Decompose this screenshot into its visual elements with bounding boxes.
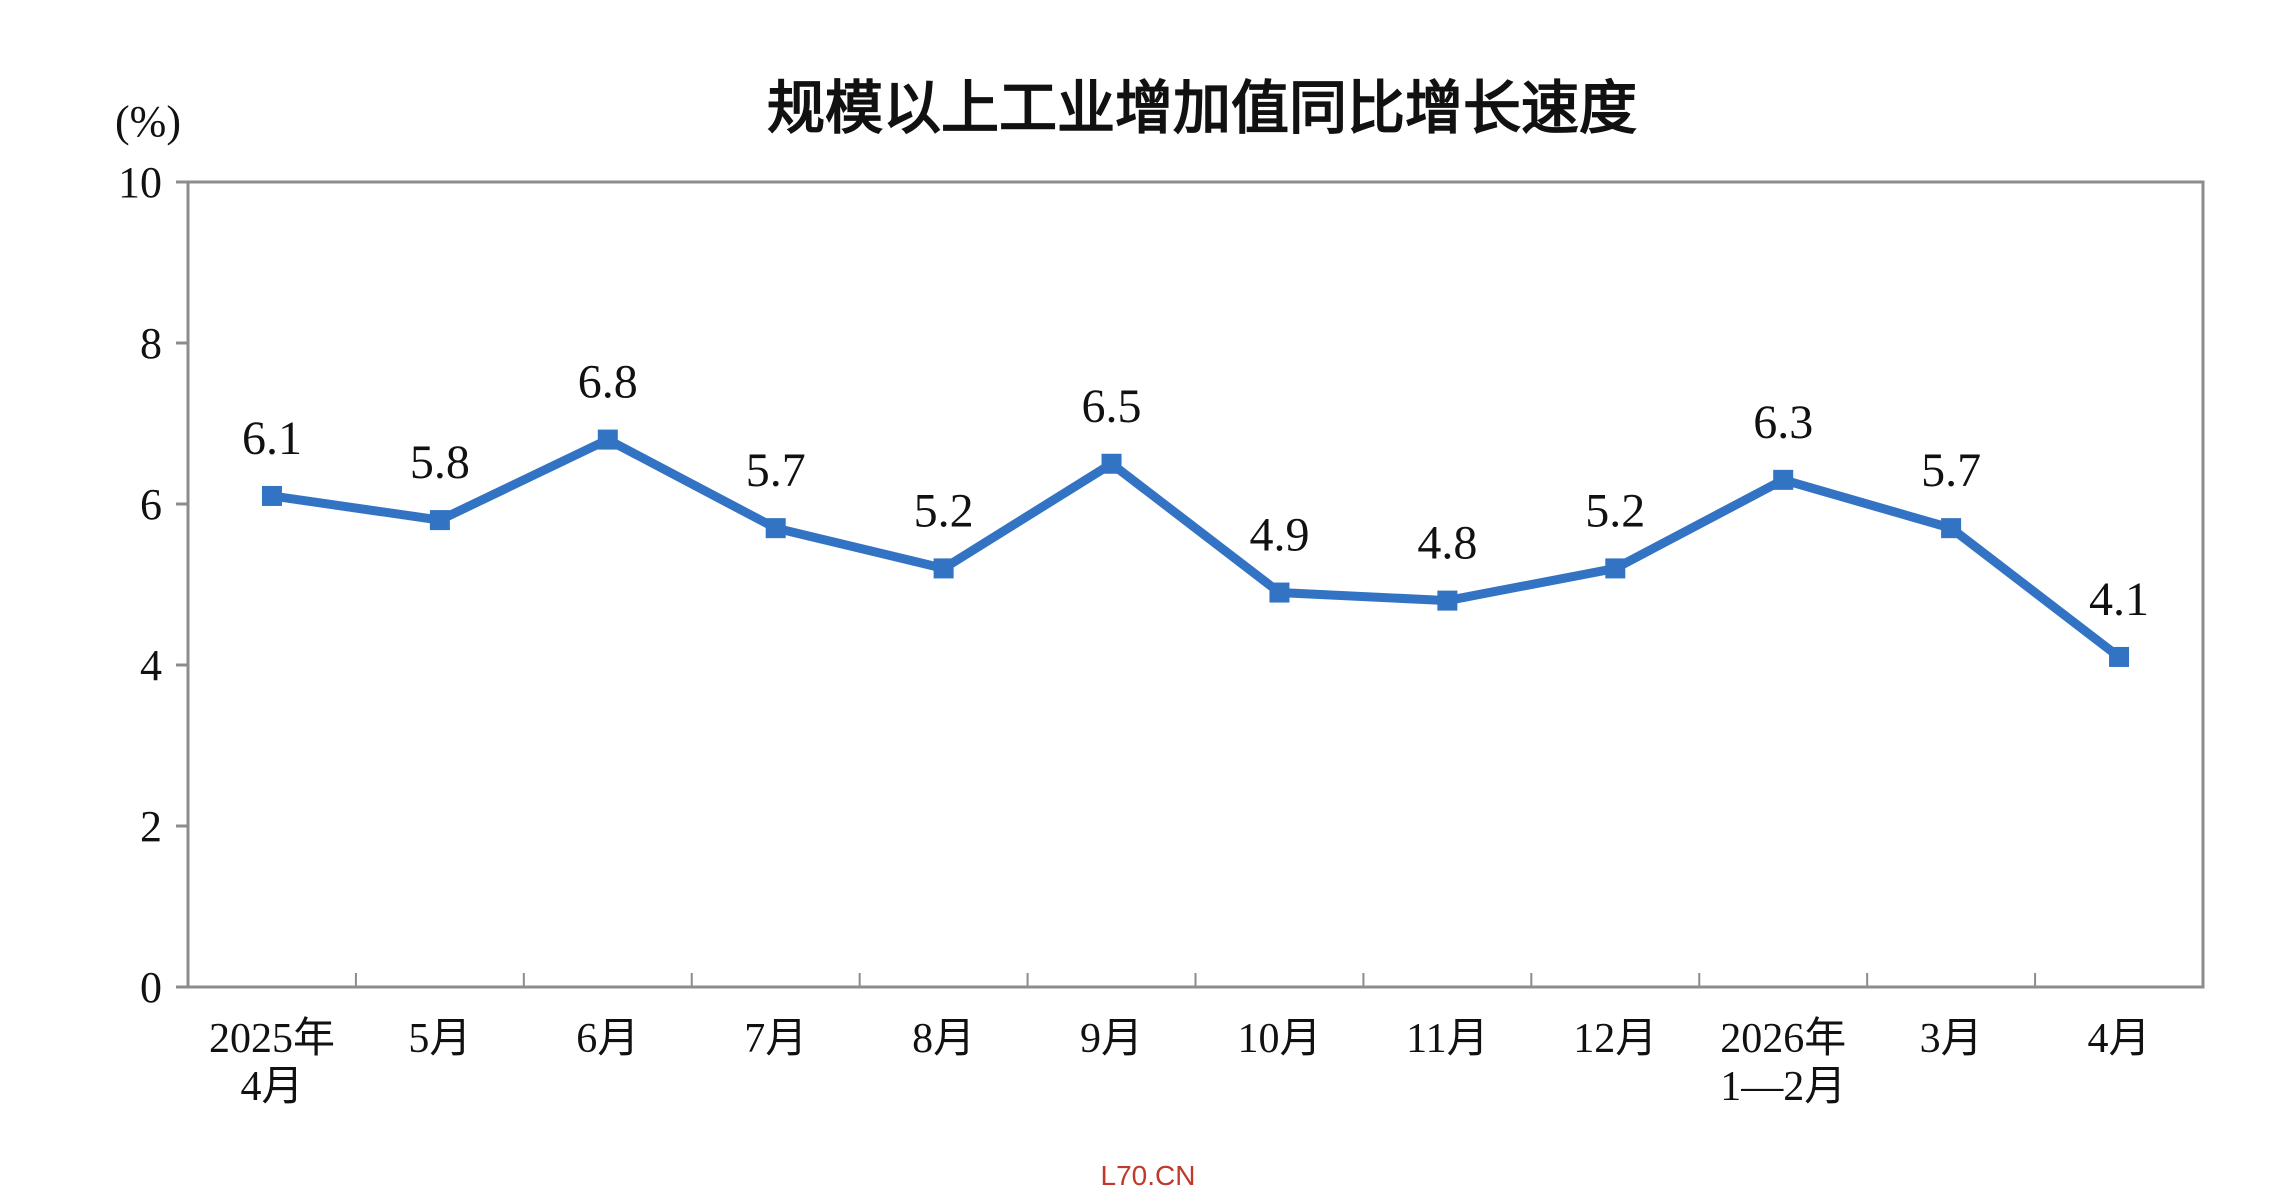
y-tick-label: 8 bbox=[140, 319, 162, 368]
x-tick-label: 7月 bbox=[744, 1016, 807, 1062]
y-tick-label: 6 bbox=[140, 480, 162, 529]
y-tick-label: 4 bbox=[140, 641, 162, 690]
data-label: 6.1 bbox=[242, 412, 302, 465]
data-point bbox=[1437, 590, 1458, 611]
data-label: 5.8 bbox=[410, 436, 470, 489]
x-tick-label: 1—2月 bbox=[1720, 1064, 1846, 1110]
x-tick-label: 9月 bbox=[1080, 1016, 1143, 1062]
y-tick-label: 0 bbox=[140, 963, 162, 1012]
x-tick-label: 5月 bbox=[408, 1016, 471, 1062]
data-point bbox=[1941, 518, 1962, 539]
data-point bbox=[1101, 453, 1122, 474]
data-point bbox=[2109, 646, 2130, 667]
data-label: 4.1 bbox=[2089, 573, 2149, 626]
x-tick-label: 12月 bbox=[1573, 1016, 1657, 1062]
data-point bbox=[933, 558, 954, 579]
x-tick-label: 4月 bbox=[2088, 1016, 2151, 1062]
data-label: 4.9 bbox=[1249, 509, 1309, 562]
data-point bbox=[429, 510, 450, 531]
plot-frame bbox=[186, 180, 2205, 989]
series-layer: 6.1 5.8 6.8 5.7 5.2 6.5 4.9 4.8 5.2 6.3 5.7 4.1 bbox=[242, 356, 2149, 667]
data-point bbox=[597, 429, 618, 450]
data-label: 6.3 bbox=[1753, 396, 1813, 449]
data-label: 5.7 bbox=[746, 444, 806, 497]
y-tick-label: 10 bbox=[118, 158, 162, 207]
y-tick-label: 2 bbox=[140, 802, 162, 851]
watermark: L70.CN bbox=[1101, 1160, 1196, 1191]
series-line bbox=[271, 434, 2122, 661]
data-label: 5.2 bbox=[914, 484, 974, 537]
data-point bbox=[765, 518, 786, 539]
data-label: 6.8 bbox=[578, 356, 638, 409]
data-point bbox=[1773, 469, 1794, 490]
y-axis-unit: (%) bbox=[115, 97, 181, 146]
x-tick-label: 10月 bbox=[1237, 1016, 1321, 1062]
data-point bbox=[1269, 582, 1290, 603]
data-label: 6.5 bbox=[1082, 380, 1142, 433]
data-point bbox=[1605, 558, 1626, 579]
data-label: 4.8 bbox=[1417, 517, 1477, 570]
x-tick-label: 2025年 bbox=[209, 1015, 335, 1062]
x-tick-label: 8月 bbox=[912, 1016, 975, 1062]
x-tick-label: 11月 bbox=[1406, 1016, 1488, 1062]
x-tick-label: 4月 bbox=[240, 1064, 303, 1110]
x-tick-label: 3月 bbox=[1920, 1016, 1983, 1062]
y-axis: 0 2 4 6 8 10 bbox=[118, 158, 188, 1012]
x-tick-label: 2026年 bbox=[1720, 1015, 1846, 1062]
data-label: 5.7 bbox=[1921, 444, 1981, 497]
x-tick-label: 6月 bbox=[576, 1016, 639, 1062]
chart-title: 规模以上工业增加值同比增长速度 bbox=[767, 74, 1637, 142]
data-point bbox=[261, 485, 282, 506]
data-label: 5.2 bbox=[1585, 484, 1645, 537]
